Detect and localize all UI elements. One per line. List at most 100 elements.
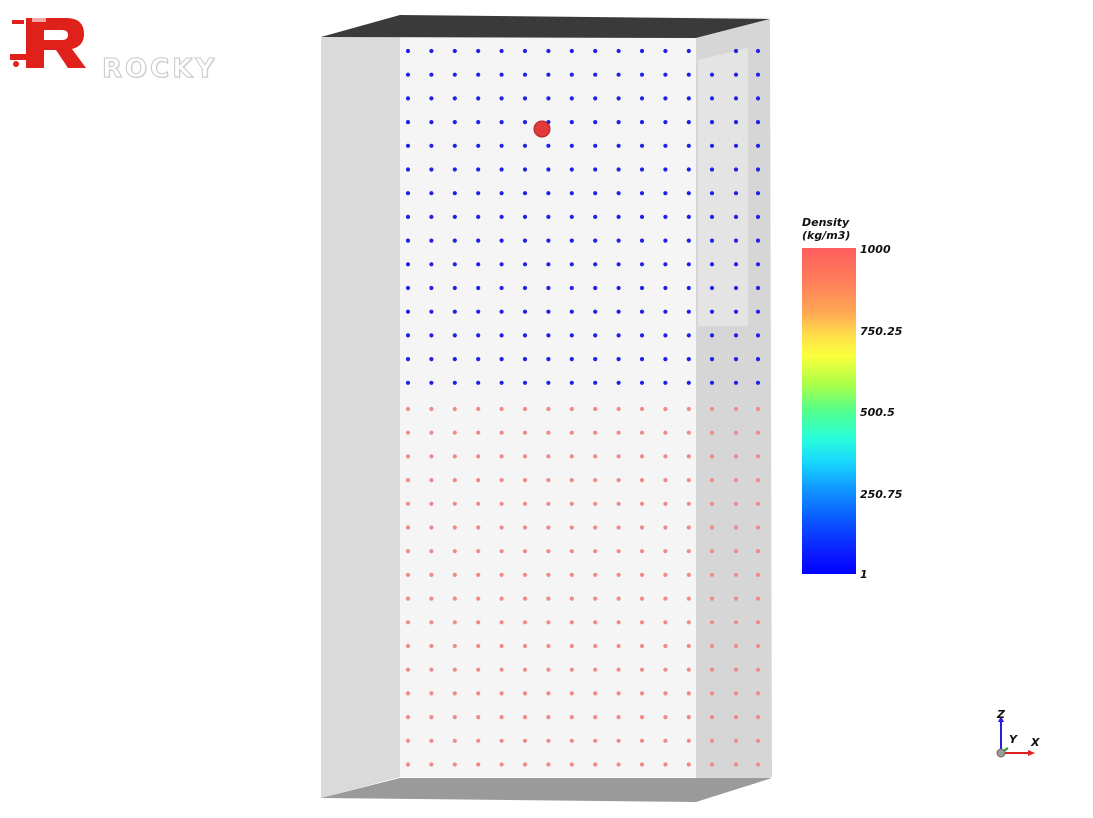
particle xyxy=(452,214,457,219)
particle xyxy=(546,380,551,385)
particle xyxy=(452,596,457,601)
particle xyxy=(569,549,574,554)
particle xyxy=(499,643,504,649)
particle xyxy=(546,309,551,314)
particle xyxy=(616,501,621,506)
particle xyxy=(476,715,481,720)
particle xyxy=(639,333,645,338)
particle xyxy=(405,191,411,196)
particle xyxy=(405,549,411,554)
particle xyxy=(616,620,621,625)
particle xyxy=(663,406,668,412)
particle xyxy=(733,643,739,649)
particle xyxy=(593,549,598,554)
particle xyxy=(755,762,761,767)
particle xyxy=(639,715,645,720)
particle xyxy=(405,667,411,672)
particle xyxy=(546,715,551,720)
box-back-wall xyxy=(400,17,770,777)
particle xyxy=(405,715,411,720)
particle xyxy=(429,454,434,459)
particle xyxy=(452,48,457,54)
particle xyxy=(663,478,668,483)
particle xyxy=(755,262,761,267)
particle xyxy=(476,643,481,649)
particle xyxy=(686,214,691,219)
particle xyxy=(476,120,481,125)
particle xyxy=(733,525,739,530)
box-top-face xyxy=(321,15,770,38)
particle xyxy=(593,214,598,219)
particle xyxy=(733,596,739,601)
particle xyxy=(546,620,551,625)
particle xyxy=(569,572,574,578)
particle xyxy=(522,620,528,625)
particle xyxy=(476,309,481,314)
particle xyxy=(755,120,761,125)
particle xyxy=(569,738,574,743)
particle xyxy=(476,572,481,578)
particle xyxy=(686,430,691,435)
particle xyxy=(733,143,739,148)
particle xyxy=(733,478,739,483)
particle xyxy=(405,285,411,291)
particle xyxy=(686,715,691,720)
particle xyxy=(452,72,457,77)
particle xyxy=(522,191,528,196)
particle xyxy=(616,454,621,459)
particle xyxy=(686,406,691,412)
particle xyxy=(569,380,574,385)
particle xyxy=(429,191,434,196)
particle xyxy=(686,309,691,314)
particle xyxy=(686,143,691,148)
particle xyxy=(593,238,598,243)
particle xyxy=(639,596,645,601)
particle xyxy=(755,72,761,77)
particle xyxy=(405,262,411,267)
particle xyxy=(733,167,739,172)
particle xyxy=(522,762,528,767)
particle xyxy=(663,596,668,601)
particle xyxy=(686,478,691,483)
particle xyxy=(616,596,621,601)
particle xyxy=(755,357,761,362)
particle xyxy=(733,120,739,125)
particle xyxy=(709,214,715,219)
particle xyxy=(546,454,551,459)
particle xyxy=(755,572,761,578)
particle xyxy=(522,309,528,314)
highlighted-particle[interactable] xyxy=(533,120,551,138)
particle xyxy=(546,333,551,338)
particle xyxy=(593,430,598,435)
particle xyxy=(709,738,715,743)
particle xyxy=(616,333,621,338)
particle xyxy=(686,596,691,601)
particle xyxy=(569,309,574,314)
particle xyxy=(663,72,668,77)
particle xyxy=(733,285,739,291)
particle xyxy=(499,309,504,314)
particle xyxy=(709,143,715,148)
particle xyxy=(709,380,715,385)
particle xyxy=(546,691,551,696)
x-axis-label: X xyxy=(1031,736,1040,749)
particle xyxy=(755,48,761,54)
particle xyxy=(593,357,598,362)
particle xyxy=(522,285,528,291)
particle xyxy=(686,262,691,267)
particle xyxy=(429,643,434,649)
particle xyxy=(569,214,574,219)
particle xyxy=(405,333,411,338)
particle xyxy=(639,72,645,77)
particle xyxy=(686,691,691,696)
particle xyxy=(755,478,761,483)
particle xyxy=(546,549,551,554)
particle xyxy=(593,667,598,672)
particle xyxy=(709,406,715,412)
particle xyxy=(709,454,715,459)
particle xyxy=(405,309,411,314)
particle xyxy=(755,333,761,338)
particle xyxy=(593,191,598,196)
particle xyxy=(499,762,504,767)
